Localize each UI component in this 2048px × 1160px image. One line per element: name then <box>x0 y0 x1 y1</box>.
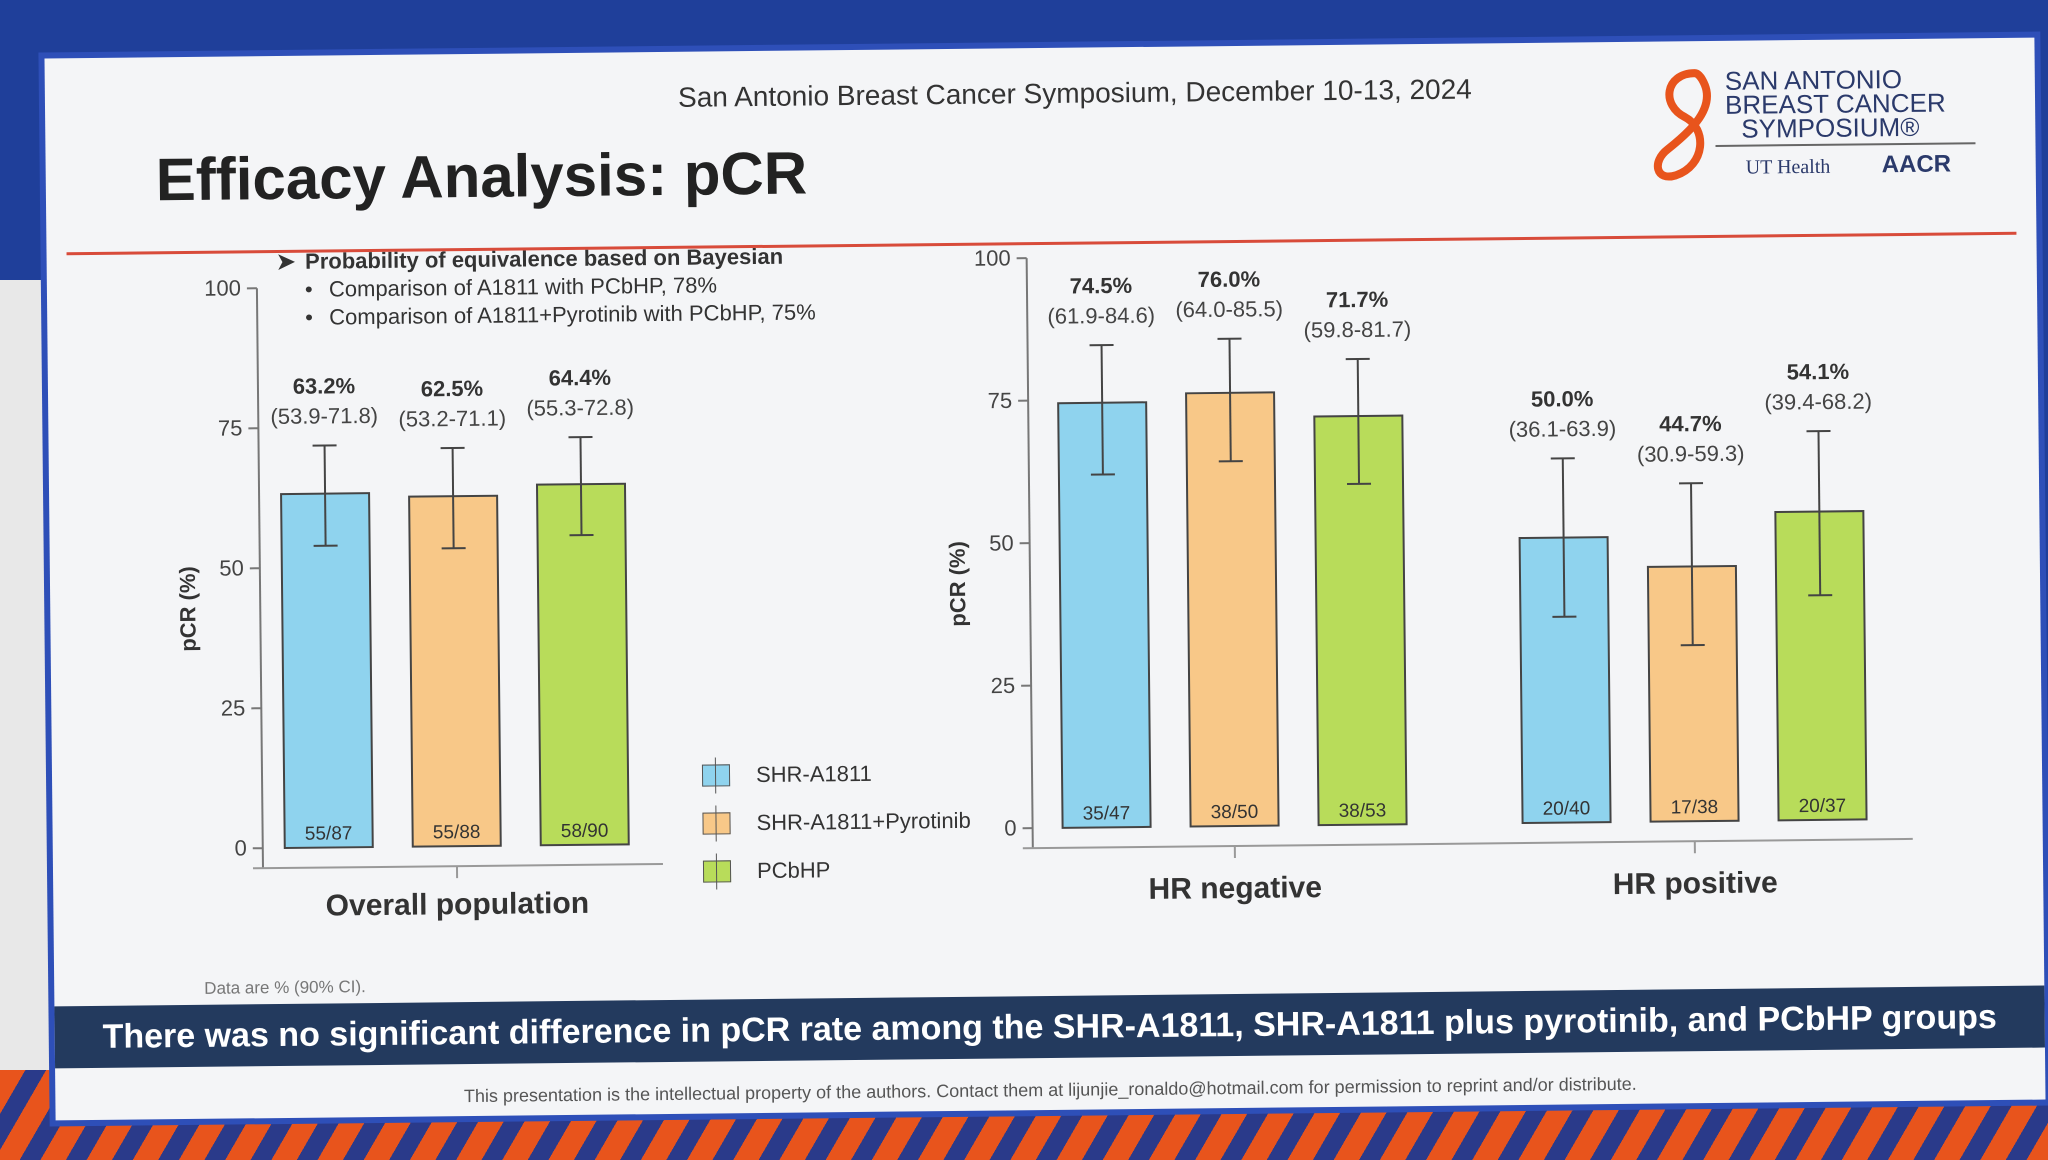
n-label: 35/47 <box>1083 803 1131 824</box>
ci-label: (59.8-81.7) <box>1303 316 1411 342</box>
y-axis-line <box>1025 258 1034 849</box>
pcr-chart: 0 25 50 75 100 pCR (%) 63.2% (53.9-71.8) 55/87 62… <box>175 245 1913 923</box>
error-bar <box>579 437 583 536</box>
n-label: 38/53 <box>1339 800 1387 821</box>
n-label: 38/50 <box>1211 802 1259 823</box>
pct-label: 62.5% <box>421 376 484 402</box>
x-axis-line <box>1022 837 1913 850</box>
y-tick-label: 100 <box>974 245 1011 270</box>
ci-label: (53.9-71.8) <box>270 403 378 429</box>
error-bar <box>1228 338 1232 462</box>
group-label: HR negative <box>1148 871 1322 906</box>
footnote: Data are % (90% CI). <box>204 977 366 998</box>
group-label: Overall population <box>326 887 590 923</box>
y-tick-label: 50 <box>219 555 244 580</box>
ci-label: (30.9-59.3) <box>1637 441 1745 467</box>
pct-label: 74.5% <box>1070 273 1133 299</box>
y-axis-label: pCR (%) <box>945 541 971 627</box>
pct-label: 76.0% <box>1198 266 1261 292</box>
y-axis-label: pCR (%) <box>175 566 201 652</box>
pct-label: 71.7% <box>1326 287 1389 313</box>
error-bar <box>1561 458 1566 617</box>
bar <box>1057 401 1152 829</box>
y-tick-label: 0 <box>234 835 247 860</box>
pct-label: 63.2% <box>293 373 356 399</box>
error-bar <box>1690 483 1694 646</box>
legend-item: PCbHP <box>702 845 972 896</box>
chart-legend: SHR-A1811 SHR-A1811+Pyrotinib PCbHP <box>701 749 972 896</box>
error-bar <box>1817 431 1822 596</box>
group-label: HR positive <box>1613 866 1778 901</box>
legend-item: SHR-A1811 <box>701 749 971 800</box>
slide: San Antonio Breast Cancer Symposium, Dec… <box>44 37 2046 1121</box>
error-bar <box>451 448 455 549</box>
legend-item: SHR-A1811+Pyrotinib <box>702 797 971 848</box>
legend-swatch <box>701 764 731 787</box>
y-tick-label: 25 <box>221 695 246 720</box>
legend-swatch <box>702 812 731 835</box>
n-label: 17/38 <box>1671 797 1719 818</box>
ci-label: (61.9-84.6) <box>1047 303 1155 329</box>
pct-label: 64.4% <box>549 365 612 391</box>
ci-label: (53.2-71.1) <box>398 405 506 431</box>
ci-label: (64.0-85.5) <box>1175 296 1283 322</box>
pct-label: 44.7% <box>1659 411 1722 437</box>
pct-label: 54.1% <box>1787 359 1850 385</box>
n-label: 20/37 <box>1799 796 1847 817</box>
bar <box>535 482 630 847</box>
y-tick-label: 0 <box>1004 815 1017 840</box>
ci-label: (55.3-72.8) <box>526 395 634 421</box>
legend-label: SHR-A1811 <box>755 760 872 788</box>
legend-label: PCbHP <box>756 857 831 884</box>
conclusion-banner: There was no significant difference in p… <box>54 985 2045 1069</box>
y-tick-label: 75 <box>218 415 243 440</box>
legend-label: SHR-A1811+Pyrotinib <box>756 807 971 836</box>
y-tick-label: 50 <box>989 530 1014 555</box>
ci-label: (39.4-68.2) <box>1764 389 1872 415</box>
bar <box>1774 510 1868 822</box>
y-axis-line <box>255 288 264 869</box>
error-bar <box>1100 345 1104 475</box>
bar <box>1185 391 1280 828</box>
legend-swatch <box>702 860 732 883</box>
n-label: 58/90 <box>561 821 609 842</box>
y-tick-label: 75 <box>988 388 1013 413</box>
bar <box>1518 536 1612 825</box>
ribbon-icon <box>1653 69 1711 181</box>
n-label: 55/88 <box>433 822 481 843</box>
y-tick-label: 100 <box>204 275 241 300</box>
n-label: 20/40 <box>1543 798 1591 819</box>
bar <box>1313 414 1408 827</box>
error-bar <box>1356 359 1361 484</box>
error-bar <box>323 445 327 546</box>
pct-label: 50.0% <box>1531 386 1594 412</box>
sabcs-logo: SAN ANTONIO BREAST CANCER SYMPOSIUM® UT … <box>1645 52 1987 226</box>
y-tick-label: 25 <box>990 673 1015 698</box>
ci-label: (36.1-63.9) <box>1509 416 1617 442</box>
n-label: 55/87 <box>305 823 353 844</box>
